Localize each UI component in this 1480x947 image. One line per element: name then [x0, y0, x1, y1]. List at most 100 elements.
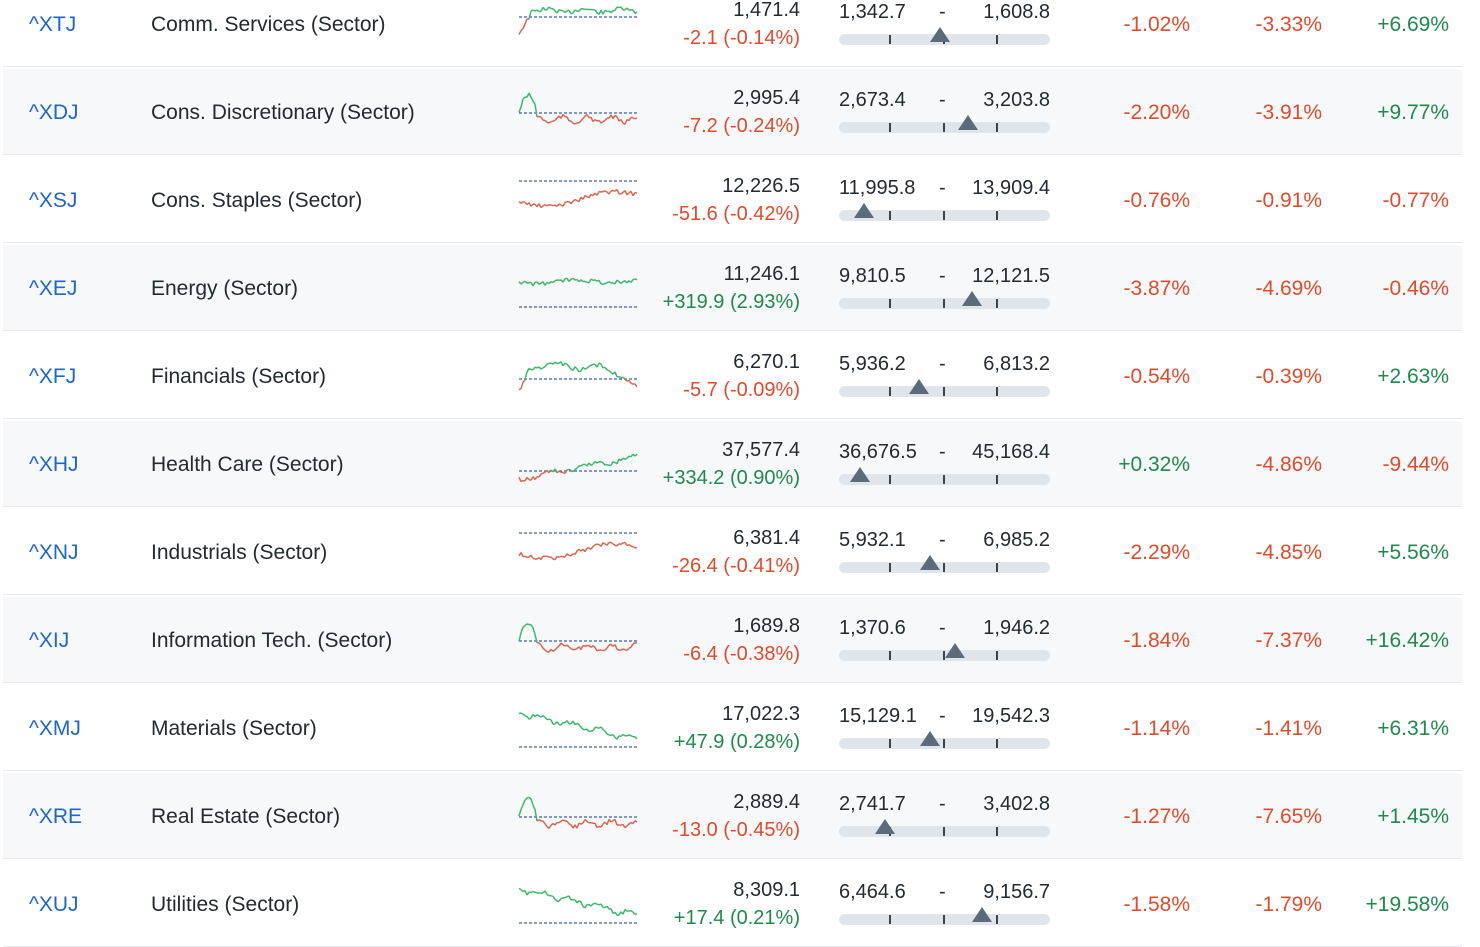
- sparkline-segment: [605, 283, 607, 284]
- sparkline-segment: [579, 280, 581, 282]
- sparkline-segment: [635, 384, 637, 387]
- symbol-link[interactable]: ^XUJ: [29, 893, 79, 917]
- symbol-link[interactable]: ^XFJ: [29, 365, 76, 389]
- sparkline-segment: [525, 798, 527, 800]
- sparkline-chart: [516, 531, 640, 573]
- symbol-link[interactable]: ^XTJ: [29, 13, 76, 37]
- symbol-link[interactable]: ^XRE: [29, 805, 82, 829]
- pct-change-1: -2.20%: [1050, 101, 1190, 125]
- sparkline-segment: [585, 548, 587, 552]
- sparkline-segment: [541, 117, 543, 120]
- price-change: +47.9 (0.28%): [674, 731, 800, 754]
- last-price: 2,889.4: [733, 791, 800, 814]
- sparkline-segment: [545, 717, 547, 719]
- sparkline-segment: [567, 469, 569, 470]
- symbol-link[interactable]: ^XEJ: [29, 277, 77, 301]
- sparkline-segment: [627, 456, 629, 458]
- symbol-link[interactable]: ^XNJ: [29, 541, 79, 565]
- range-high: 6,813.2: [983, 353, 1050, 376]
- range-bar: [839, 122, 1050, 133]
- sparkline-segment: [621, 7, 623, 10]
- symbol-link[interactable]: ^XHJ: [29, 453, 79, 477]
- sparkline-segment: [539, 283, 541, 284]
- sparkline-segment: [557, 280, 559, 281]
- sparkline-segment: [615, 645, 617, 650]
- sparkline-segment: [563, 203, 565, 207]
- sparkline-segment: [557, 722, 559, 725]
- sector-name: Information Tech. (Sector): [151, 629, 392, 653]
- symbol-link[interactable]: ^XMJ: [29, 717, 81, 741]
- pct-change-2: -1.41%: [1182, 717, 1322, 741]
- pct-change-3: +2.63%: [1309, 365, 1449, 389]
- sparkline-segment: [549, 825, 551, 828]
- sparkline-segment: [635, 279, 637, 280]
- sparkline-segment: [605, 10, 607, 11]
- sparkline-segment: [535, 810, 537, 821]
- sparkline-segment: [605, 191, 607, 192]
- sparkline-segment: [553, 650, 555, 651]
- sparkline-segment: [627, 735, 629, 736]
- sparkline-segment: [527, 283, 529, 284]
- sparkline-segment: [541, 473, 543, 474]
- sparkline-segment: [617, 649, 619, 650]
- sparkline-segment: [543, 648, 545, 650]
- sparkline-segment: [521, 382, 523, 388]
- sparkline-segment: [547, 556, 549, 557]
- sparkline-segment: [625, 458, 627, 459]
- sparkline-segment: [575, 551, 577, 554]
- sparkline-segment: [579, 9, 581, 12]
- sparkline-segment: [615, 115, 617, 116]
- sparkline-segment: [627, 824, 629, 826]
- range-tick: [943, 299, 945, 308]
- range-marker-icon: [930, 27, 950, 42]
- sparkline-segment: [547, 363, 549, 364]
- sparkline-segment: [635, 12, 637, 13]
- sparkline-segment: [589, 645, 591, 647]
- range-tick: [996, 827, 998, 836]
- pct-change-2: -4.85%: [1182, 541, 1322, 565]
- last-price: 6,381.4: [733, 527, 800, 550]
- range-high: 12,121.5: [972, 265, 1050, 288]
- sparkline-segment: [575, 123, 577, 124]
- sparkline-segment: [591, 904, 593, 906]
- sparkline-segment: [539, 820, 541, 821]
- sparkline-segment: [607, 906, 609, 909]
- range-low: 36,676.5: [839, 441, 917, 464]
- sparkline-segment: [577, 549, 579, 551]
- sparkline-segment: [521, 99, 523, 107]
- sparkline-segment: [559, 821, 561, 823]
- sparkline-segment: [627, 648, 629, 650]
- symbol-link[interactable]: ^XSJ: [29, 189, 77, 213]
- sector-name: Industrials (Sector): [151, 541, 327, 565]
- sparkline-segment: [611, 909, 613, 914]
- symbol-link[interactable]: ^XDJ: [29, 101, 79, 125]
- range-tick: [889, 739, 891, 748]
- sparkline-segment: [551, 720, 553, 724]
- sparkline-segment: [623, 377, 625, 379]
- symbol-link[interactable]: ^XIJ: [29, 629, 69, 653]
- sparkline-segment: [617, 544, 619, 546]
- sparkline-segment: [605, 367, 607, 370]
- sparkline-segment: [519, 633, 521, 642]
- sparkline-segment: [601, 462, 603, 463]
- range-tick: [889, 299, 891, 308]
- range-low: 6,464.6: [839, 881, 906, 904]
- sparkline-segment: [603, 730, 605, 732]
- sparkline-segment: [523, 626, 525, 628]
- sparkline-segment: [573, 10, 575, 13]
- range-separator: -: [939, 881, 946, 904]
- sparkline-segment: [523, 202, 525, 203]
- range-bar: [839, 386, 1050, 397]
- pct-change-3: +6.69%: [1309, 13, 1449, 37]
